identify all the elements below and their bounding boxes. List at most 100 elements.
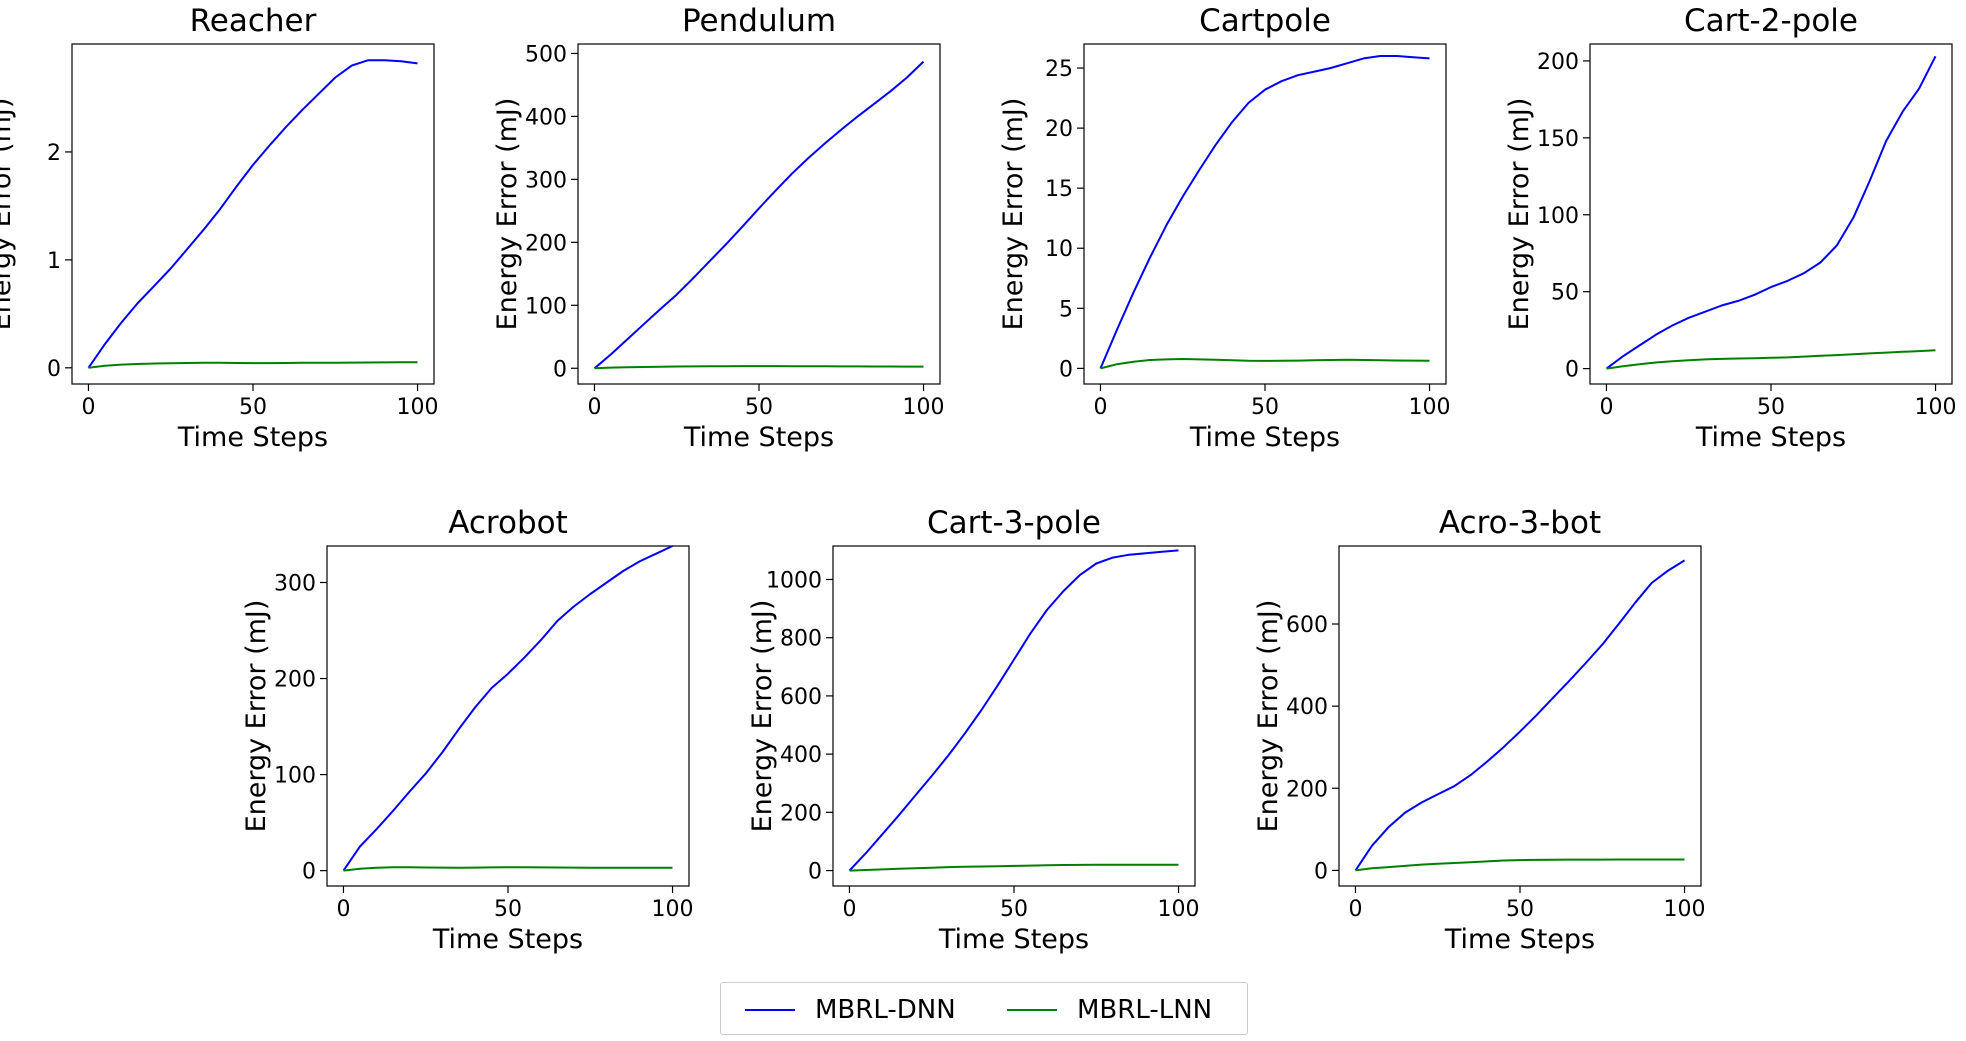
y-tick-label: 300 — [525, 168, 567, 193]
subplot-2: 0 50 100 0 100 200 300 400 500 Pendulum Time Steps… — [492, 3, 945, 453]
y-tick-label: 0 — [808, 860, 822, 885]
x-axis-label: Time Steps — [938, 924, 1089, 955]
series-line-lnn — [1355, 858, 1685, 872]
y-tick-label: 200 — [1286, 777, 1328, 802]
x-tick-label: 100 — [1664, 897, 1706, 922]
x-axis-label: Time Steps — [432, 924, 583, 955]
series-line-dnn — [1099, 55, 1430, 369]
y-tick-label: 600 — [1286, 613, 1328, 638]
x-axis-label: Time Steps — [1695, 422, 1846, 453]
y-tick-label: 400 — [525, 105, 567, 130]
series-line-lnn — [88, 361, 418, 369]
x-tick-label: 100 — [652, 897, 694, 922]
y-tick-label: 500 — [525, 42, 567, 67]
series-line-dnn — [593, 60, 925, 370]
plot-frame — [1338, 545, 1702, 887]
subplot-1: 0 50 100 0 1 2 Reacher Time Steps Energy Error (… — [0, 3, 439, 453]
x-axis-label: Time Steps — [1189, 422, 1340, 453]
subplot-title: Acro-3-bot — [1439, 505, 1601, 541]
legend-swatch-lnn — [1007, 1008, 1057, 1011]
subplot-4: 0 50 100 0 50 100 150 200 Cart-2-pole Time Steps E… — [1504, 3, 1957, 453]
plot-frame — [832, 545, 1196, 887]
y-tick-label: 100 — [1537, 204, 1579, 229]
x-tick-label: 50 — [1251, 395, 1279, 420]
x-tick-label: 50 — [1506, 897, 1534, 922]
y-tick-label: 0 — [302, 860, 316, 885]
legend-label-dnn: MBRL-DNN — [815, 994, 956, 1025]
plot-frame — [1083, 43, 1447, 385]
y-tick-label: 400 — [1286, 695, 1328, 720]
series-line-dnn — [342, 545, 673, 872]
x-tick-label: 0 — [842, 897, 856, 922]
y-tick-label: 200 — [274, 668, 316, 693]
x-tick-label: 50 — [1000, 897, 1028, 922]
y-tick-label: 0 — [47, 357, 61, 382]
legend-item-dnn: MBRL-DNN — [745, 983, 956, 1036]
legend-item-lnn: MBRL-LNN — [1007, 983, 1212, 1036]
plot-frame — [1589, 43, 1953, 385]
x-tick-label: 50 — [239, 395, 267, 420]
y-tick-label: 200 — [1537, 50, 1579, 75]
series-line-dnn — [1354, 559, 1686, 871]
legend-swatch-dnn — [745, 1008, 795, 1011]
x-tick-label: 0 — [1093, 395, 1107, 420]
y-tick-label: 100 — [274, 764, 316, 789]
x-tick-label: 100 — [1158, 897, 1200, 922]
series-line-dnn — [87, 59, 418, 369]
y-axis-label: Energy Error (mJ) — [0, 98, 17, 331]
series-line-lnn — [1606, 349, 1936, 370]
subplot-title: Cart-3-pole — [927, 505, 1101, 541]
series-line-dnn — [1605, 55, 1937, 370]
plot-frame — [71, 43, 435, 385]
y-axis-label: Energy Error (mJ) — [747, 600, 778, 833]
y-tick-label: 1000 — [766, 568, 822, 593]
subplot-title: Reacher — [190, 3, 317, 39]
x-tick-label: 100 — [397, 395, 439, 420]
y-tick-label: 20 — [1045, 117, 1073, 142]
y-axis-label: Energy Error (mJ) — [998, 98, 1029, 331]
x-tick-label: 100 — [1915, 395, 1957, 420]
y-tick-label: 800 — [780, 627, 822, 652]
series-line-lnn — [343, 866, 673, 872]
y-tick-label: 25 — [1045, 57, 1073, 82]
y-tick-label: 600 — [780, 685, 822, 710]
x-tick-label: 0 — [81, 395, 95, 420]
x-tick-label: 100 — [903, 395, 945, 420]
legend-label-lnn: MBRL-LNN — [1077, 994, 1213, 1025]
y-axis-label: Energy Error (mJ) — [1504, 98, 1535, 331]
subplot-title: Acrobot — [448, 505, 568, 541]
y-axis-label: Energy Error (mJ) — [1253, 600, 1284, 833]
y-axis-label: Energy Error (mJ) — [492, 98, 523, 331]
x-axis-label: Time Steps — [177, 422, 328, 453]
y-tick-label: 5 — [1059, 297, 1073, 322]
x-axis-label: Time Steps — [1444, 924, 1595, 955]
x-axis-label: Time Steps — [683, 422, 834, 453]
y-tick-label: 200 — [780, 801, 822, 826]
x-tick-label: 50 — [745, 395, 773, 420]
y-axis-label: Energy Error (mJ) — [241, 600, 272, 833]
y-tick-label: 100 — [525, 294, 567, 319]
series-line-lnn — [1100, 358, 1430, 370]
subplot-title: Cartpole — [1199, 3, 1331, 39]
x-tick-label: 100 — [1409, 395, 1451, 420]
legend: MBRL-DNN MBRL-LNN — [720, 982, 1248, 1035]
x-tick-label: 0 — [336, 897, 350, 922]
y-tick-label: 50 — [1551, 281, 1579, 306]
y-tick-label: 0 — [1565, 358, 1579, 383]
x-tick-label: 50 — [494, 897, 522, 922]
subplot-title: Cart-2-pole — [1684, 3, 1858, 39]
y-tick-label: 200 — [525, 231, 567, 256]
y-tick-label: 400 — [780, 743, 822, 768]
plot-frame — [326, 545, 690, 887]
series-line-lnn — [849, 863, 1179, 872]
y-tick-label: 0 — [1314, 859, 1328, 884]
series-line-dnn — [848, 549, 1179, 872]
x-tick-label: 0 — [1599, 395, 1613, 420]
subplot-3: 0 50 100 0 5 10 15 20 25 Cartpole Time Steps Energy… — [998, 3, 1451, 453]
series-line-lnn — [594, 365, 924, 370]
y-tick-label: 2 — [47, 141, 61, 166]
y-tick-label: 15 — [1045, 177, 1073, 202]
y-tick-label: 0 — [1059, 357, 1073, 382]
